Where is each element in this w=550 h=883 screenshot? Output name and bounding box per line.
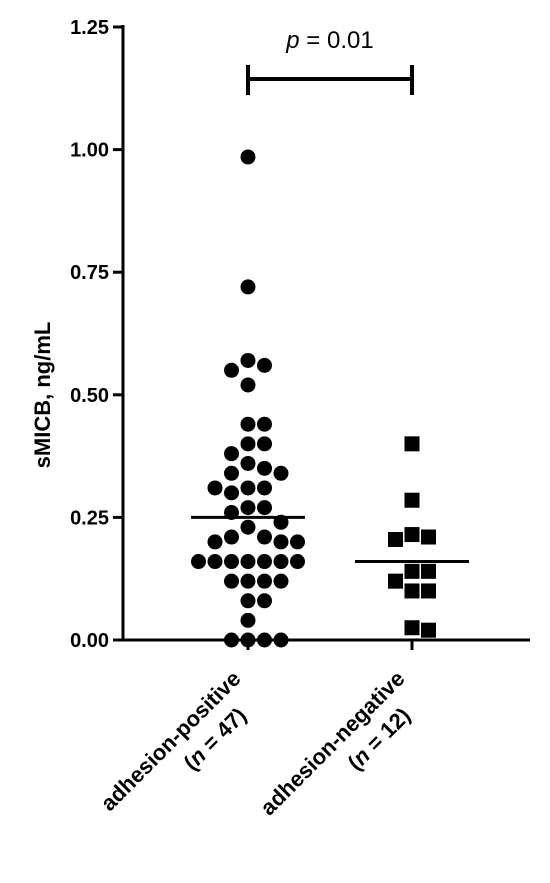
data-point-square bbox=[404, 492, 420, 508]
data-point-circle bbox=[257, 416, 272, 432]
data-point-circle bbox=[240, 593, 256, 609]
data-point-square bbox=[421, 622, 436, 638]
data-point-circle bbox=[240, 455, 256, 471]
data-point-circle bbox=[191, 554, 206, 570]
data-point-circle bbox=[240, 149, 256, 165]
y-tick-label: 0.00 bbox=[70, 630, 109, 652]
data-point-circle bbox=[290, 554, 305, 570]
data-point-circle bbox=[224, 465, 239, 481]
data-point-circle bbox=[257, 357, 272, 373]
data-point-circle bbox=[224, 632, 239, 648]
category-labels: adhesion-positive(n = 47) adhesion-negati… bbox=[96, 666, 416, 820]
data-point-circle bbox=[240, 352, 256, 368]
category-label-adhesion-positive: adhesion-positive(n = 47) bbox=[96, 666, 252, 816]
data-point-circle bbox=[240, 436, 256, 452]
data-point-square bbox=[388, 531, 403, 547]
data-point-circle bbox=[240, 632, 256, 648]
y-axis: 0.00 0.25 0.50 0.75 1.00 1.25 bbox=[70, 17, 125, 652]
data-point-circle bbox=[240, 480, 256, 496]
median-lines bbox=[191, 515, 469, 564]
y-axis-label: sMICB, ng/mL bbox=[30, 322, 55, 469]
data-point-circle bbox=[240, 279, 256, 295]
data-point-circle bbox=[273, 573, 289, 589]
data-point-circle bbox=[224, 529, 239, 545]
data-point-circle bbox=[224, 485, 239, 501]
data-point-circle bbox=[240, 500, 256, 516]
data-point-circle bbox=[240, 573, 256, 589]
data-point-circle bbox=[257, 573, 272, 589]
y-tick-label: 1.25 bbox=[70, 17, 109, 39]
data-point-circle bbox=[257, 460, 272, 476]
data-point-square bbox=[404, 583, 420, 599]
data-point-circle bbox=[257, 593, 272, 609]
data-point-circle bbox=[224, 573, 239, 589]
y-tick-label: 0.25 bbox=[70, 507, 109, 529]
x-axis bbox=[123, 638, 530, 650]
data-point-circle bbox=[207, 534, 223, 550]
data-point-circle bbox=[224, 362, 239, 378]
data-point-circle bbox=[257, 436, 272, 452]
y-tick-label: 0.75 bbox=[70, 262, 109, 284]
data-point-square bbox=[421, 583, 436, 599]
p-value-label: p = 0.01 bbox=[285, 27, 373, 54]
data-point-circle bbox=[290, 534, 305, 550]
data-point-circle bbox=[257, 480, 272, 496]
data-point-circle bbox=[207, 554, 223, 570]
data-point-square bbox=[404, 620, 420, 636]
y-tick-label: 0.50 bbox=[70, 385, 109, 407]
data-point-circle bbox=[257, 632, 272, 648]
data-point-square bbox=[404, 563, 420, 579]
data-point-circle bbox=[257, 500, 272, 516]
data-point-circle bbox=[273, 632, 289, 648]
data-point-circle bbox=[240, 416, 256, 432]
category-label-adhesion-negative: adhesion-negative(n = 12) bbox=[255, 666, 415, 820]
significance-annotation: p = 0.01 bbox=[246, 27, 414, 95]
data-point-square bbox=[421, 563, 436, 579]
data-point-circle bbox=[224, 554, 239, 570]
data-point-square bbox=[421, 529, 436, 545]
data-point-circle bbox=[257, 554, 272, 570]
data-point-circle bbox=[273, 465, 289, 481]
data-point-circle bbox=[240, 554, 256, 570]
data-point-circle bbox=[257, 529, 272, 545]
data-point-square bbox=[404, 527, 420, 543]
data-points bbox=[191, 149, 436, 648]
data-point-square bbox=[388, 573, 403, 589]
data-point-circle bbox=[273, 534, 289, 550]
data-point-circle bbox=[207, 480, 223, 496]
y-tick-label: 1.00 bbox=[70, 140, 109, 162]
data-point-circle bbox=[273, 554, 289, 570]
data-point-circle bbox=[240, 519, 256, 535]
data-point-square bbox=[404, 436, 420, 452]
data-point-circle bbox=[240, 377, 256, 393]
data-point-circle bbox=[224, 446, 239, 462]
data-point-circle bbox=[240, 612, 256, 628]
